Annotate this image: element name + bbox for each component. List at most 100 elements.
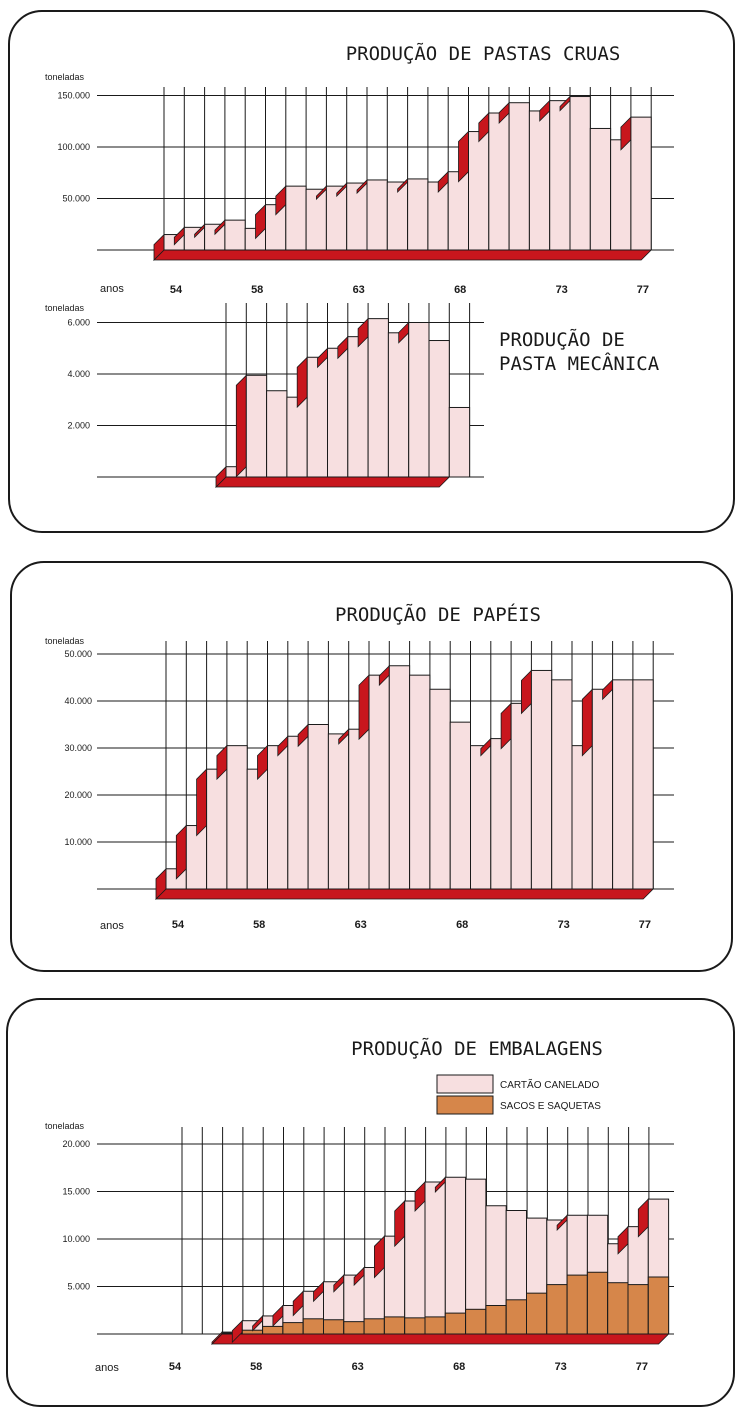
chart3-bar-66 — [409, 674, 431, 890]
chart4-title: PRODUÇÃO DE EMBALAGENS — [351, 1037, 603, 1060]
chart1-xtick-label-3: 68 — [454, 284, 466, 296]
chart3-bar-77 — [632, 679, 654, 890]
chart3-bar-side-55 — [175, 824, 187, 880]
chart1-bar-64 — [366, 179, 388, 251]
chart2-title-line1: PRODUÇÃO DE — [499, 328, 625, 351]
chart4-ytick-label-3: 20.000 — [62, 1139, 90, 1149]
chart3-bar-68 — [449, 721, 472, 890]
chart3-bar-65 — [388, 665, 411, 890]
chart3-xtick-label-4: 73 — [558, 919, 570, 931]
chart4-bar2-68 — [465, 1308, 487, 1335]
chart2-bar-61 — [286, 396, 308, 478]
chart3-bar-63 — [348, 728, 370, 890]
chart2-bar-60 — [266, 390, 288, 478]
chart1-bar-68 — [447, 171, 470, 251]
chart3-bar-61 — [307, 724, 329, 890]
chart4-bar2-72 — [546, 1284, 568, 1335]
chart3-bar-74 — [571, 745, 593, 890]
chart4-bar2-67 — [444, 1312, 467, 1335]
chart3-bar-side-75 — [581, 688, 593, 757]
chart2-bar-64 — [347, 336, 369, 478]
chart3-ytick-label-1: 20.000 — [64, 790, 92, 800]
chart3-xtick-label-0: 54 — [172, 919, 185, 931]
chart1-title: PRODUÇÃO DE PASTAS CRUAS — [346, 42, 621, 65]
chart3-bar-75 — [591, 688, 614, 890]
chart3-title: PRODUÇÃO DE PAPÉIS — [335, 603, 541, 626]
chart4-bar2-77 — [647, 1276, 670, 1335]
chart3-ytick-label-2: 30.000 — [64, 743, 92, 753]
chart4-ytick-label-0: 5.000 — [67, 1282, 90, 1292]
chart4-xtick-label-3: 68 — [453, 1361, 465, 1373]
chart2-bar-62 — [306, 356, 329, 478]
chart1-ytick-label-2: 150.000 — [57, 91, 90, 101]
chart3-xtick-label-5: 77 — [639, 919, 651, 931]
chart4-ytick-label-2: 15.000 — [62, 1187, 90, 1197]
chart3-bar-69 — [470, 745, 492, 890]
chart3-bar-70 — [490, 738, 512, 890]
chart3-ytick-label-4: 50.000 — [64, 649, 92, 659]
chart3-ylabel: toneladas — [45, 636, 85, 646]
chart4-xlabel: anos — [95, 1362, 119, 1374]
legend-label-cartao: CARTÃO CANELADO — [500, 1078, 600, 1091]
chart4-bar2-61 — [323, 1319, 345, 1335]
chart2-bar-side-59 — [235, 374, 247, 478]
chart4-bar2-73 — [566, 1274, 588, 1335]
chart4-bar2-74 — [586, 1271, 609, 1335]
chart3-ytick-label-0: 10.000 — [64, 837, 92, 847]
chart2-ylabel: toneladas — [45, 303, 85, 313]
chart4-bar2-58 — [262, 1325, 284, 1335]
chart4-bar2-63 — [363, 1318, 385, 1335]
chart1-ylabel: toneladas — [45, 72, 85, 82]
chart2-base-top — [215, 476, 451, 488]
chart2-bar-63 — [327, 347, 349, 478]
chart4-bar2-60 — [302, 1318, 325, 1335]
chart4-bar2-65 — [404, 1317, 426, 1335]
chart1-xlabel: anos — [100, 283, 124, 295]
chart4-bar-67 — [444, 1176, 467, 1335]
legend-swatch-sacos — [436, 1095, 494, 1115]
chart3-bar-64 — [368, 674, 390, 890]
chart4-bar2-76 — [627, 1284, 649, 1335]
chart3-xtick-label-2: 63 — [355, 919, 367, 931]
chart3-bar-71 — [510, 702, 532, 890]
chart3-bar-side-56 — [196, 768, 208, 837]
chart3-ytick-label-3: 40.000 — [64, 696, 92, 706]
chart2-ytick-label-1: 4.000 — [67, 369, 90, 379]
chart1-xtick-label-5: 77 — [637, 284, 649, 296]
chart4-bar2-69 — [485, 1305, 507, 1335]
chart1-bar-69 — [468, 131, 490, 251]
chart1-ytick-label-1: 100.000 — [57, 142, 90, 152]
chart1-bar-66 — [407, 178, 429, 251]
chart4-base-top — [211, 1333, 670, 1345]
chart1-bar-57 — [224, 219, 246, 251]
chart3-bar-72 — [530, 669, 553, 890]
chart4-xtick-label-0: 54 — [169, 1361, 182, 1373]
chart2-bar-65 — [367, 318, 389, 478]
chart1-ytick-label-0: 50.000 — [62, 194, 90, 204]
chart2-ytick-label-2: 6.000 — [67, 318, 90, 328]
chart2-bar-67 — [408, 322, 430, 478]
chart3-xtick-label-1: 58 — [253, 919, 265, 931]
chart3-bar-57 — [226, 745, 248, 890]
chart4-xtick-label-1: 58 — [250, 1361, 262, 1373]
chart3-bar-56 — [206, 768, 228, 890]
chart3-bar-62 — [327, 733, 350, 890]
chart4-ytick-label-1: 10.000 — [62, 1234, 90, 1244]
chart1-xtick-label-1: 58 — [251, 284, 263, 296]
chart4-xtick-label-2: 63 — [352, 1361, 364, 1373]
chart3-xlabel: anos — [100, 920, 124, 932]
chart4-ylabel: toneladas — [45, 1121, 85, 1131]
chart4-bar2-62 — [343, 1321, 365, 1335]
chart4-bar-65 — [404, 1200, 426, 1335]
chart3-base-top — [155, 888, 655, 900]
chart1-xtick-label-0: 54 — [170, 284, 183, 296]
chart3-bar-58 — [246, 768, 268, 890]
chart1-bar-72 — [528, 110, 551, 251]
chart4-bar2-59 — [282, 1322, 304, 1335]
chart2-bar-66 — [387, 332, 410, 478]
chart2-ytick-label-0: 2.000 — [67, 421, 90, 431]
chart4-bar2-71 — [526, 1292, 548, 1335]
chart3-bar-side-64 — [358, 674, 370, 741]
chart1-xtick-label-2: 63 — [353, 284, 365, 296]
